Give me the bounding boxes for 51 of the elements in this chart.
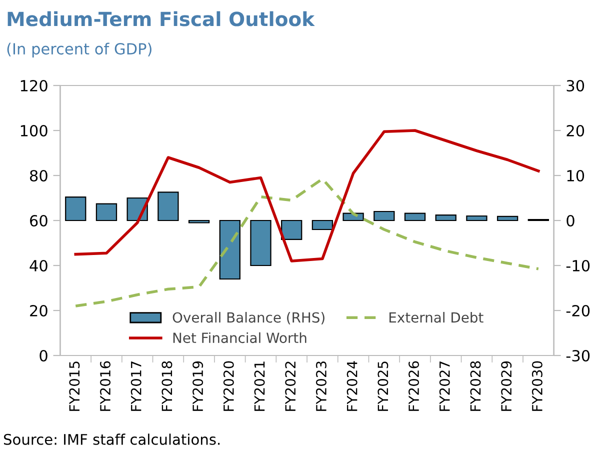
y-tick-label: 0 bbox=[40, 350, 48, 362]
bar bbox=[96, 203, 118, 222]
y-tick-label: 100 bbox=[20, 124, 48, 137]
x-tick-label: FY2028 bbox=[470, 361, 481, 411]
x-tick-label: FY2015 bbox=[69, 362, 80, 411]
x-tick-label: FY2021 bbox=[254, 362, 265, 411]
bar bbox=[312, 220, 334, 230]
x-tick-label: FY2030 bbox=[532, 361, 542, 411]
y2-tick-label: 10 bbox=[567, 170, 584, 182]
y2-tick-label: -20 bbox=[566, 304, 590, 317]
x-tick-label: FY2023 bbox=[316, 361, 326, 411]
line-series bbox=[74, 129, 540, 262]
bar bbox=[466, 215, 488, 222]
line-series bbox=[74, 177, 540, 308]
x-tick-label: FY2017 bbox=[130, 362, 142, 411]
bar bbox=[250, 220, 272, 266]
bar bbox=[219, 220, 240, 280]
source-note: Source: IMF staff calculations. bbox=[4, 434, 220, 445]
y2-tick-label: 30 bbox=[566, 80, 584, 92]
bar bbox=[435, 214, 456, 222]
bar bbox=[281, 220, 302, 240]
x-tick-label: FY2018 bbox=[162, 361, 172, 411]
bar bbox=[188, 220, 210, 224]
y-tick-label: 20 bbox=[30, 304, 48, 317]
y2-tick-label: 20 bbox=[566, 124, 584, 137]
y-tick-label: 40 bbox=[30, 260, 48, 272]
legend-label: Overall Balance (RHS) bbox=[172, 312, 324, 324]
y-tick-label: 120 bbox=[20, 80, 48, 92]
y2-tick-label: -30 bbox=[566, 350, 590, 362]
x-tick-label: FY2022 bbox=[285, 362, 296, 411]
x-tick-label: FY2016 bbox=[100, 361, 111, 411]
chart-subtitle: (In percent of GDP) bbox=[7, 42, 152, 58]
y2-tick-label: 0 bbox=[566, 214, 574, 227]
bar bbox=[404, 212, 426, 222]
x-tick-label: FY2027 bbox=[439, 362, 450, 411]
x-tick-label: FY2019 bbox=[192, 361, 204, 411]
bar bbox=[65, 196, 86, 222]
y-tick-label: 60 bbox=[30, 214, 48, 227]
y2-tick-label: -10 bbox=[566, 260, 590, 272]
legend-label: Net Financial Worth bbox=[173, 332, 306, 344]
bar bbox=[158, 192, 179, 222]
x-tick-label: FY2029 bbox=[501, 361, 512, 411]
chart-title: Medium-Term Fiscal Outlook bbox=[8, 11, 315, 26]
x-tick-label: FY2025 bbox=[378, 362, 388, 411]
legend-label: External Debt bbox=[390, 312, 484, 323]
x-tick-label: FY2020 bbox=[223, 361, 234, 411]
x-tick-label: FY2026 bbox=[408, 361, 420, 411]
bar bbox=[496, 216, 518, 222]
y-tick-label: 80 bbox=[30, 170, 48, 182]
bar bbox=[374, 210, 395, 222]
x-tick-label: FY2024 bbox=[346, 361, 358, 411]
